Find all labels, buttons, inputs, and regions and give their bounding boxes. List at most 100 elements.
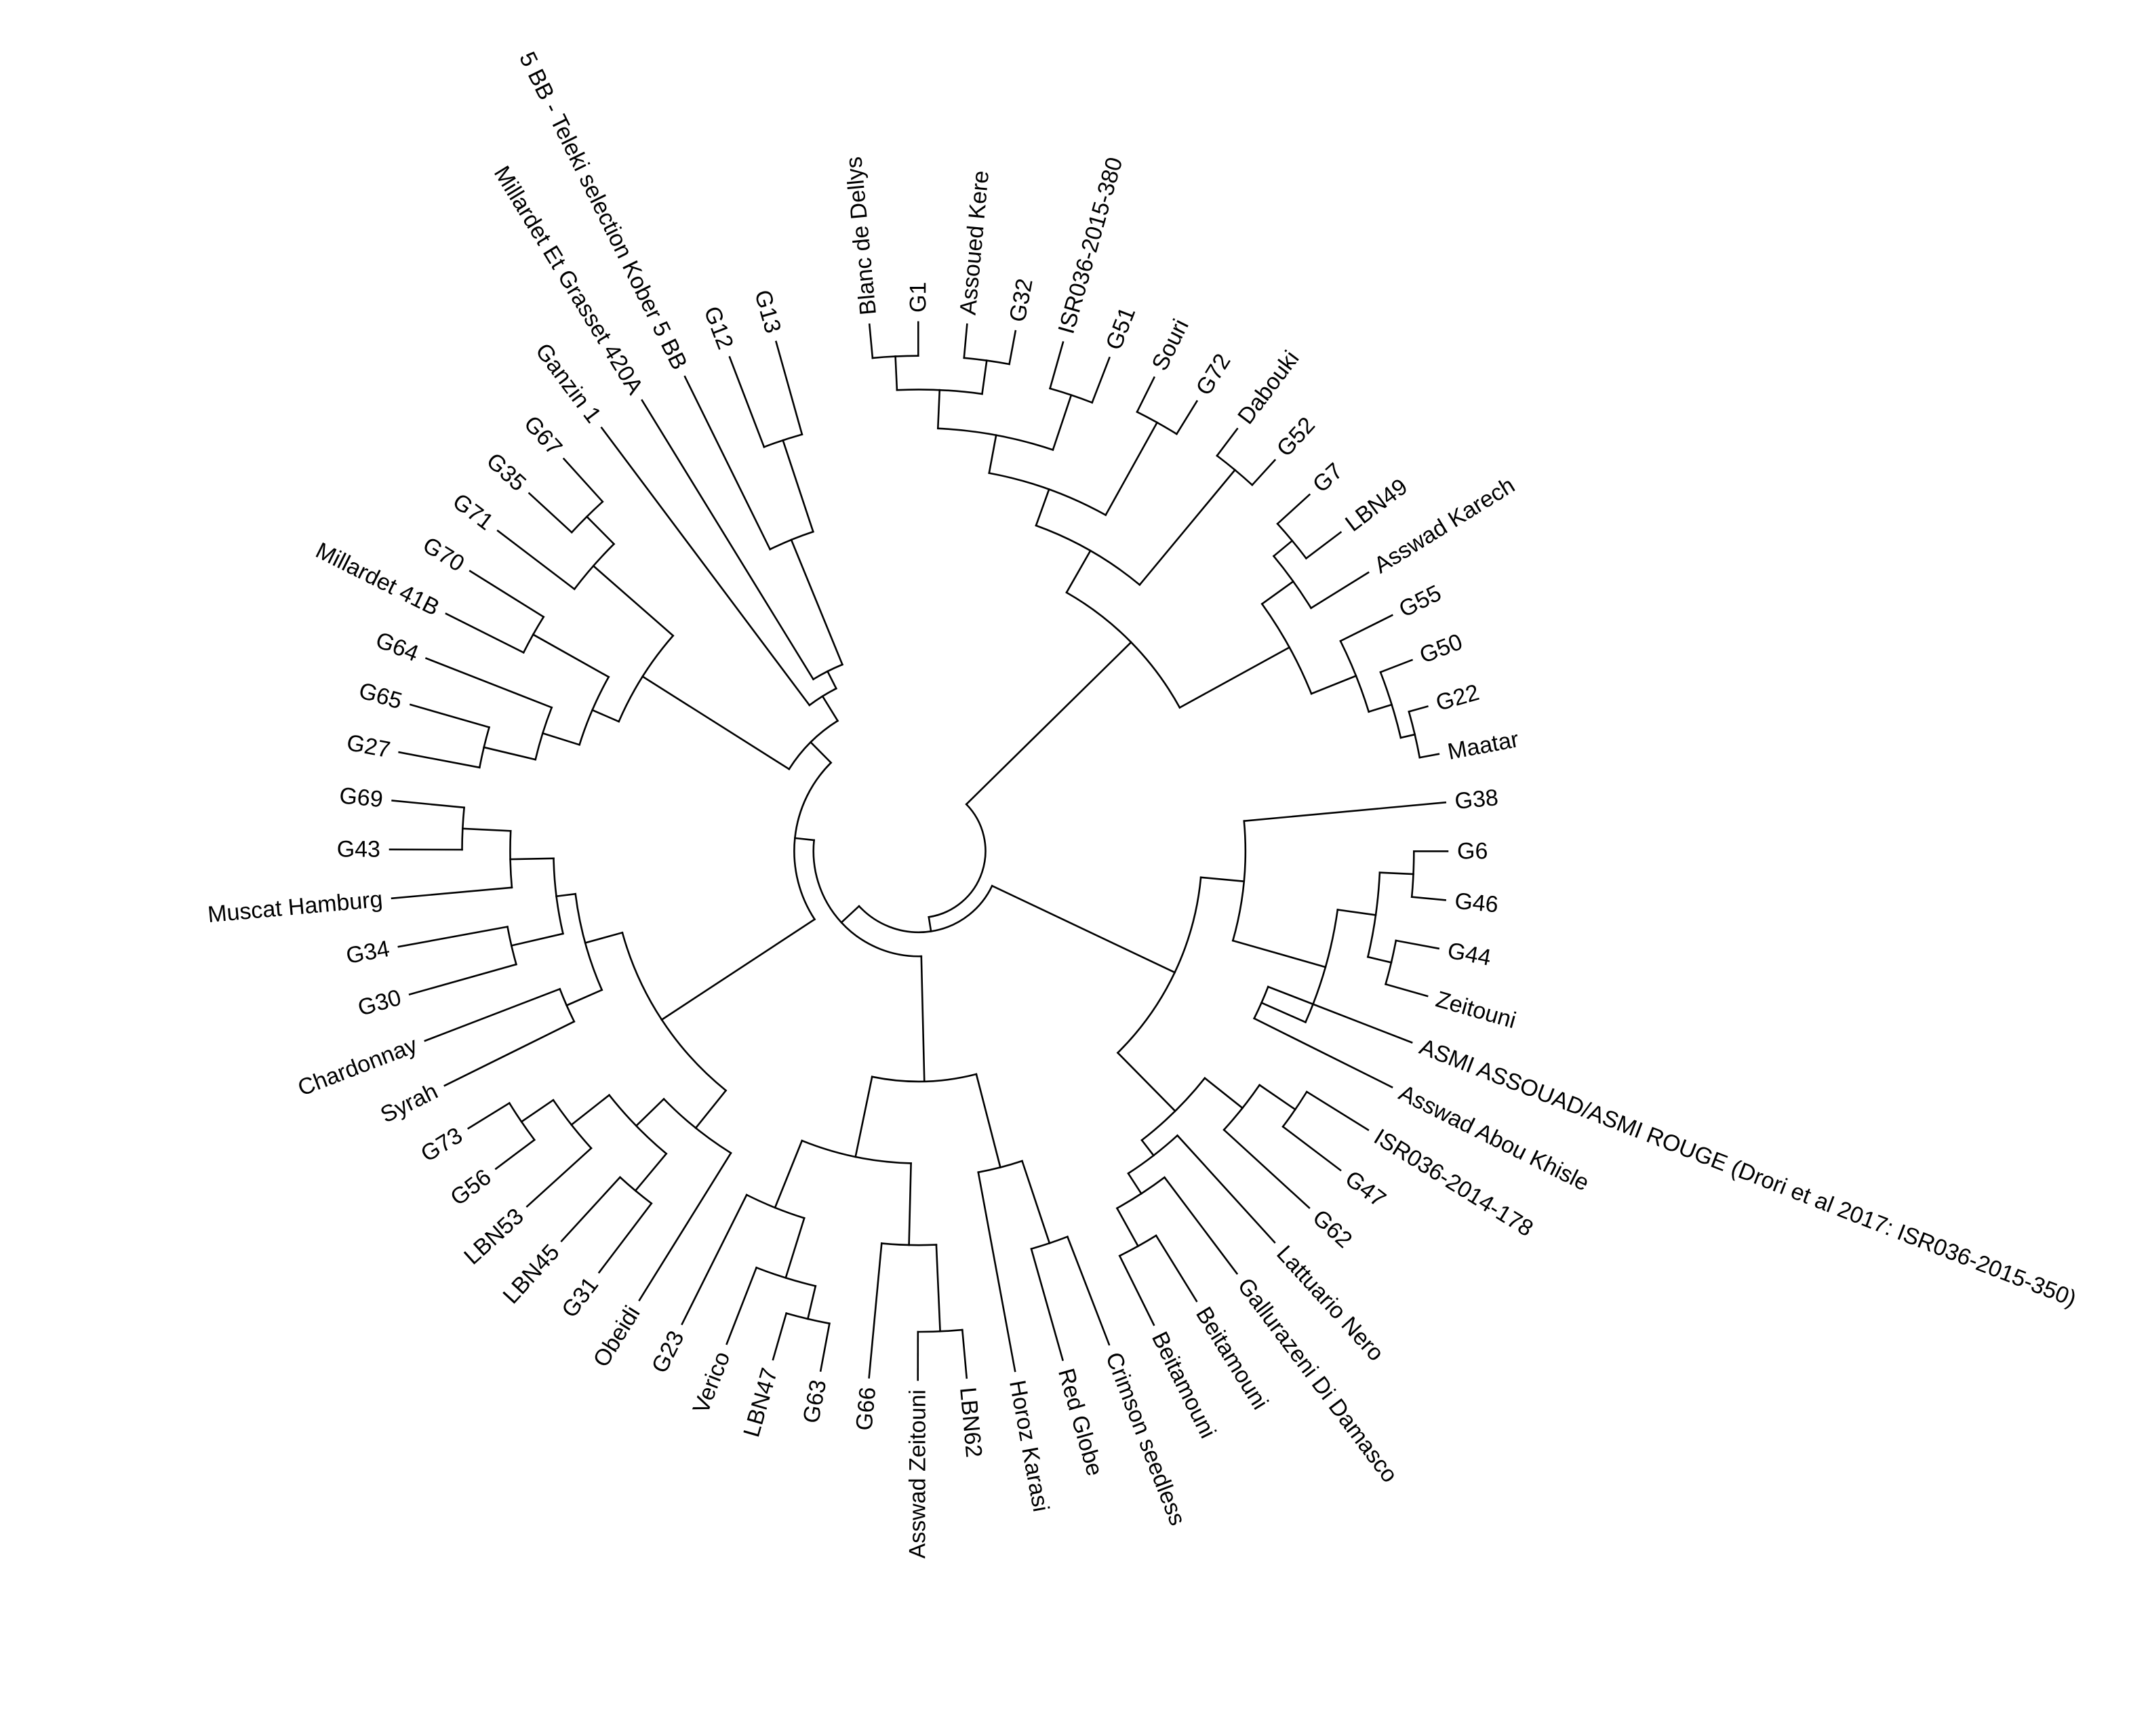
branch-segment-116: [806, 1284, 817, 1320]
branch-segment-13: [868, 323, 874, 359]
branch-segment-81: [1222, 1128, 1311, 1209]
branch-segment-3: [1065, 549, 1092, 594]
branch-segment-31: [1178, 646, 1291, 709]
branch-arc-132: [618, 1176, 653, 1205]
branch-arc-186: [808, 687, 838, 707]
branch-arc-175: [522, 615, 545, 654]
branch-segment-103: [854, 1076, 873, 1158]
branch-segment-152: [408, 963, 518, 996]
leaf-label: Souri: [1147, 315, 1193, 375]
branch-arc-89: [1118, 1234, 1157, 1257]
leaf-label: LBN62: [955, 1386, 987, 1459]
branch-segment-40: [1310, 674, 1357, 695]
branch-segment-187: [600, 426, 811, 707]
branch-segment-75: [1204, 1076, 1244, 1109]
leaf-label: G56: [445, 1164, 496, 1211]
branch-segment-169: [483, 746, 537, 761]
branch-segment-82: [1140, 1139, 1155, 1157]
leaf-label: G63: [798, 1378, 831, 1425]
branch-segment-43: [1368, 703, 1393, 713]
leaf-label: LBN47: [738, 1365, 782, 1440]
branch-segment-196: [728, 355, 765, 448]
branch-segment-165: [591, 709, 620, 723]
leaf-label: Zeitouni: [1433, 987, 1519, 1034]
branch-arc-10: [896, 389, 983, 395]
branch-arc-149: [553, 857, 564, 935]
branch-segment-148: [555, 892, 577, 898]
branch-segment-38: [1305, 531, 1342, 560]
branch-segment-87: [1163, 1176, 1239, 1275]
branch-arc-55: [1231, 820, 1247, 942]
branch-segment-88: [1115, 1206, 1140, 1248]
leaf-label: G7: [1308, 458, 1348, 498]
branch-segment-71: [1267, 985, 1413, 1044]
branch-segment-17: [963, 323, 968, 359]
branch-segment-100: [1066, 1236, 1111, 1346]
branch-segment-172: [409, 703, 491, 729]
branch-segment-39: [1309, 571, 1370, 610]
branch-arc-139: [508, 1101, 536, 1141]
branch-arc-70: [1252, 985, 1269, 1020]
branch-segment-73: [1116, 1051, 1177, 1113]
branch-arc-113: [745, 1194, 806, 1219]
branch-arc-123: [793, 761, 833, 921]
branch-segment-177: [469, 570, 545, 618]
branch-arc-166: [578, 675, 610, 746]
branch-segment-141: [467, 1101, 511, 1130]
branch-segment-185: [821, 694, 839, 722]
leaf-label: Horoz Karasi: [1004, 1378, 1054, 1514]
branch-segment-119: [772, 1311, 788, 1361]
branch-arc-162: [788, 719, 839, 770]
leaf-label: G35: [481, 448, 531, 496]
branch-segment-1: [965, 641, 1133, 806]
branch-segment-9: [936, 389, 941, 430]
branch-segment-22: [1091, 356, 1111, 404]
leaf-label: G44: [1446, 938, 1493, 971]
branch-arc-2: [1065, 591, 1181, 709]
branch-arc-130: [608, 1093, 668, 1156]
branch-segment-121: [681, 1194, 748, 1326]
branch-segment-94: [920, 955, 926, 1083]
branch-arc-44: [1379, 671, 1402, 739]
branch-arc-99: [1030, 1236, 1069, 1250]
branch-segment-184: [562, 457, 604, 503]
branch-arc-8: [936, 427, 1054, 452]
branch-segment-142: [584, 931, 624, 944]
branch-segment-77: [1258, 1084, 1297, 1111]
leaf-label: G22: [1433, 679, 1482, 716]
branch-arc-136: [552, 1099, 593, 1150]
branch-segment-156: [391, 886, 513, 900]
leaf-label: G64: [372, 627, 422, 667]
branch-segment-15: [981, 359, 988, 395]
branch-arc-95: [871, 1073, 978, 1083]
leaf-label: Maatar: [1446, 726, 1521, 765]
leaf-label: G69: [338, 783, 384, 812]
branch-arc-36: [1276, 522, 1308, 560]
branch-segment-46: [1399, 733, 1416, 739]
leaf-label: Syrah: [376, 1078, 441, 1128]
branch-segment-54: [1199, 876, 1246, 883]
branch-segment-65: [1366, 955, 1393, 964]
branch-segment-157: [461, 827, 512, 832]
leaf-label: LBN53: [459, 1203, 529, 1269]
branch-segment-29: [1216, 427, 1239, 457]
branch-arc-20: [1048, 387, 1094, 404]
branch-arc-41: [1339, 639, 1370, 713]
leaf-label: G43: [337, 836, 380, 862]
branch-segment-111: [868, 1242, 883, 1379]
branch-segment-138: [520, 1099, 555, 1124]
leaf-label: Blanc de Dellys: [841, 155, 881, 316]
leaf-label: G73: [416, 1122, 467, 1167]
leaf-label: G30: [355, 985, 404, 1021]
leaf-label: G52: [1272, 412, 1320, 462]
branch-arc-155: [509, 829, 513, 889]
branch-arc-74: [1140, 1076, 1206, 1142]
branch-segment-72: [1252, 1017, 1393, 1088]
branch-arc-143: [574, 892, 603, 991]
leaf-label: G50: [1416, 629, 1467, 669]
branch-arc-24: [1136, 410, 1178, 435]
branch-segment-67: [1395, 939, 1440, 950]
leaf-label: G38: [1454, 785, 1499, 814]
branch-segment-183: [528, 492, 574, 534]
branch-segment-174: [532, 633, 610, 679]
